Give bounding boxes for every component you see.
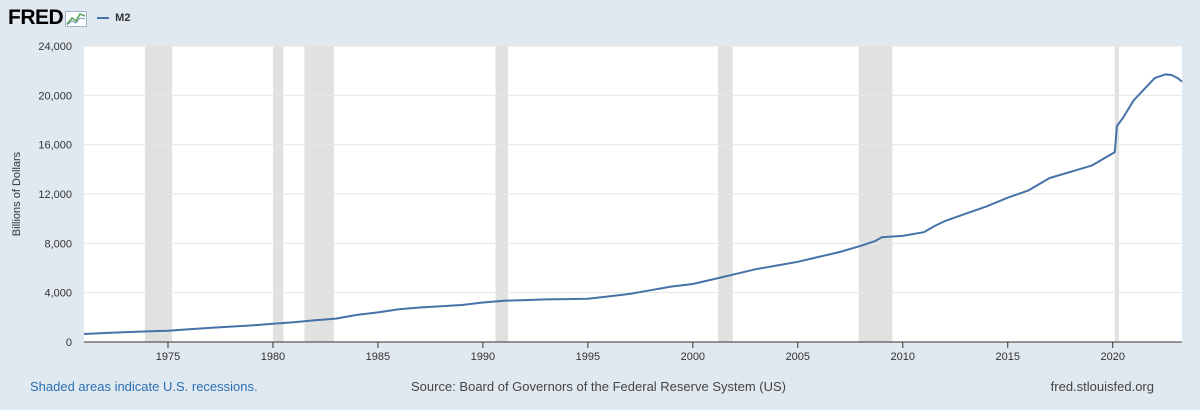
series-line-m2 [83,73,1183,335]
fred-logo-text: FRED [8,6,64,29]
recession-note-link[interactable]: Shaded areas indicate U.S. recessions. [30,379,258,394]
source-note: Source: Board of Governors of the Federa… [411,379,786,394]
line-chart-icon [65,11,88,27]
legend-swatch [97,17,110,19]
y-tick-label: 0 [66,337,72,349]
legend-label: M2 [115,12,131,24]
series-layer [83,73,1183,335]
y-tick-label: 12,000 [38,189,72,201]
y-tick-label: 8,000 [44,238,72,250]
legend-item-m2[interactable]: M2 [97,12,130,24]
x-tick-label: 2020 [1100,351,1124,363]
m2-line-chart: 0 4,000 8,000 12,000 16,000 20,000 24,000 1975 1… [11,41,1183,363]
site-link[interactable]: fred.stlouisfed.org [1050,379,1154,394]
y-axis-label: Billions of Dollars [11,151,23,236]
y-tick-label: 16,000 [38,140,72,152]
y-tick-label: 4,000 [44,288,72,300]
x-tick-label: 2015 [996,351,1020,363]
x-tick-label: 2005 [786,351,810,363]
y-tick-label: 24,000 [38,41,72,53]
x-tick-label: 1990 [471,351,495,363]
x-tick-label: 2010 [891,351,915,363]
x-tick-label: 1985 [366,351,390,363]
axes: 0 4,000 8,000 12,000 16,000 20,000 24,000 1975 1… [38,41,1182,363]
x-tick-label: 1980 [261,351,285,363]
gridlines [84,45,1182,294]
chart-header: FRED M2 [8,4,130,32]
x-tick-label: 2000 [681,351,705,363]
x-tick-label: 1975 [156,351,180,363]
y-tick-label: 20,000 [38,90,72,102]
fred-logo[interactable]: FRED [8,6,88,30]
x-tick-label: 1995 [576,351,600,363]
